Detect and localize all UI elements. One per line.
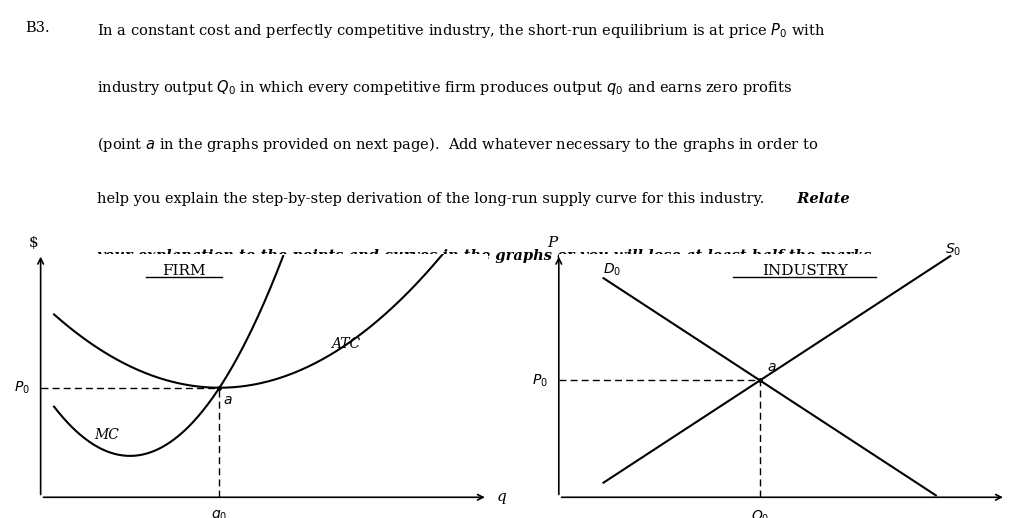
Text: $a$: $a$ [767, 361, 776, 375]
Text: $: $ [29, 236, 39, 250]
Text: $P_0$: $P_0$ [531, 372, 548, 388]
Text: FIRM: FIRM [162, 264, 205, 278]
Text: $D_0$: $D_0$ [602, 262, 621, 278]
Text: Q: Q [1015, 490, 1016, 505]
Text: $Q_0$: $Q_0$ [751, 508, 769, 518]
Text: INDUSTRY: INDUSTRY [762, 264, 847, 278]
Text: Relate: Relate [787, 192, 850, 206]
Text: your explanation to the points and curves in the graphs or you will lose at leas: your explanation to the points and curve… [97, 249, 877, 263]
Text: MC: MC [94, 428, 119, 442]
Text: ATC: ATC [331, 337, 361, 351]
Text: In a constant cost and perfectly competitive industry, the short-run equilibrium: In a constant cost and perfectly competi… [97, 21, 825, 40]
Text: $a$: $a$ [224, 393, 233, 407]
Text: $P_0$: $P_0$ [13, 380, 29, 396]
Text: $S_0$: $S_0$ [945, 242, 961, 258]
Text: help you explain the step-by-step derivation of the long-run supply curve for th: help you explain the step-by-step deriva… [97, 192, 764, 206]
Text: (point $a$ in the graphs provided on next page).  Add whatever necessary to the : (point $a$ in the graphs provided on nex… [97, 135, 818, 154]
Text: $q_0$: $q_0$ [211, 508, 228, 518]
Text: q: q [497, 490, 506, 505]
Text: industry output $Q_0$ in which every competitive firm produces output $q_0$ and : industry output $Q_0$ in which every com… [97, 78, 791, 97]
Text: P: P [547, 236, 557, 250]
Text: B3.: B3. [25, 21, 50, 35]
